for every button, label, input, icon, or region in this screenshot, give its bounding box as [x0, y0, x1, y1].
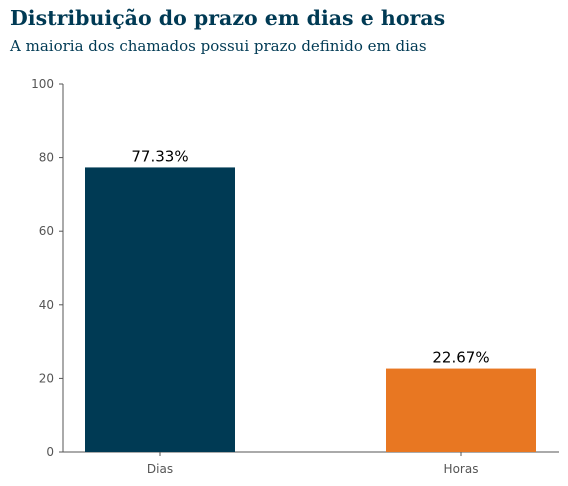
y-tick-label: 40 [39, 298, 54, 312]
data-label: 22.67% [432, 349, 489, 367]
bar [85, 167, 235, 452]
y-tick-label: 80 [39, 151, 54, 165]
y-tick-label: 0 [46, 445, 54, 459]
x-tick-label: Dias [147, 462, 173, 476]
x-tick-label: Horas [444, 462, 479, 476]
y-tick-label: 20 [39, 371, 54, 385]
bar [386, 369, 536, 452]
y-tick-label: 100 [31, 77, 54, 91]
y-tick-label: 60 [39, 224, 54, 238]
data-label: 77.33% [131, 147, 188, 165]
